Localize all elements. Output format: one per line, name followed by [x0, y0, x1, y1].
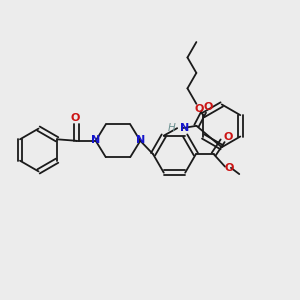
Text: N: N [180, 123, 189, 133]
Text: N: N [136, 136, 145, 146]
Text: O: O [71, 113, 80, 123]
Text: O: O [204, 102, 213, 112]
Text: O: O [194, 104, 203, 114]
Text: H: H [168, 123, 176, 133]
Text: O: O [224, 163, 234, 172]
Text: O: O [223, 132, 233, 142]
Text: N: N [92, 136, 100, 146]
